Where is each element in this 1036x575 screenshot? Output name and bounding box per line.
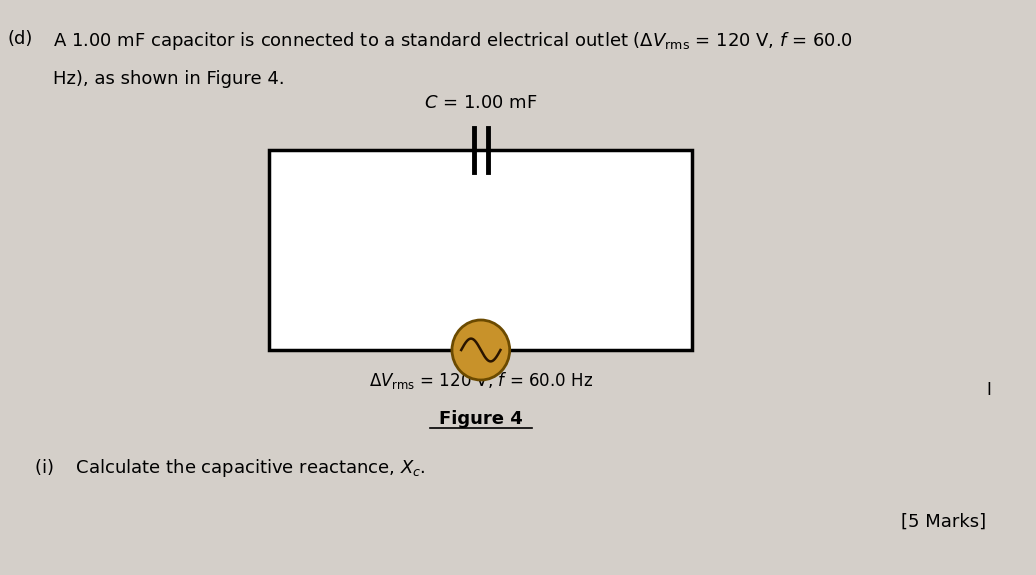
Ellipse shape [452,320,510,380]
Text: A 1.00 mF capacitor is connected to a standard electrical outlet ($\Delta V_{\rm: A 1.00 mF capacitor is connected to a st… [53,30,853,52]
Text: (i)    Calculate the capacitive reactance, $X_c$.: (i) Calculate the capacitive reactance, … [33,457,425,479]
Text: Figure 4: Figure 4 [439,410,523,428]
Text: [5 Marks]: [5 Marks] [900,513,985,531]
Text: I: I [986,381,991,399]
Bar [269,150,692,350]
Text: $\Delta V_{\rm rms}$ = 120 V, $f$ = 60.0 Hz: $\Delta V_{\rm rms}$ = 120 V, $f$ = 60.0… [369,370,593,391]
Text: $C$ = 1.00 mF: $C$ = 1.00 mF [424,94,538,112]
Text: (d): (d) [7,30,33,48]
Text: Hz), as shown in Figure 4.: Hz), as shown in Figure 4. [53,70,285,88]
